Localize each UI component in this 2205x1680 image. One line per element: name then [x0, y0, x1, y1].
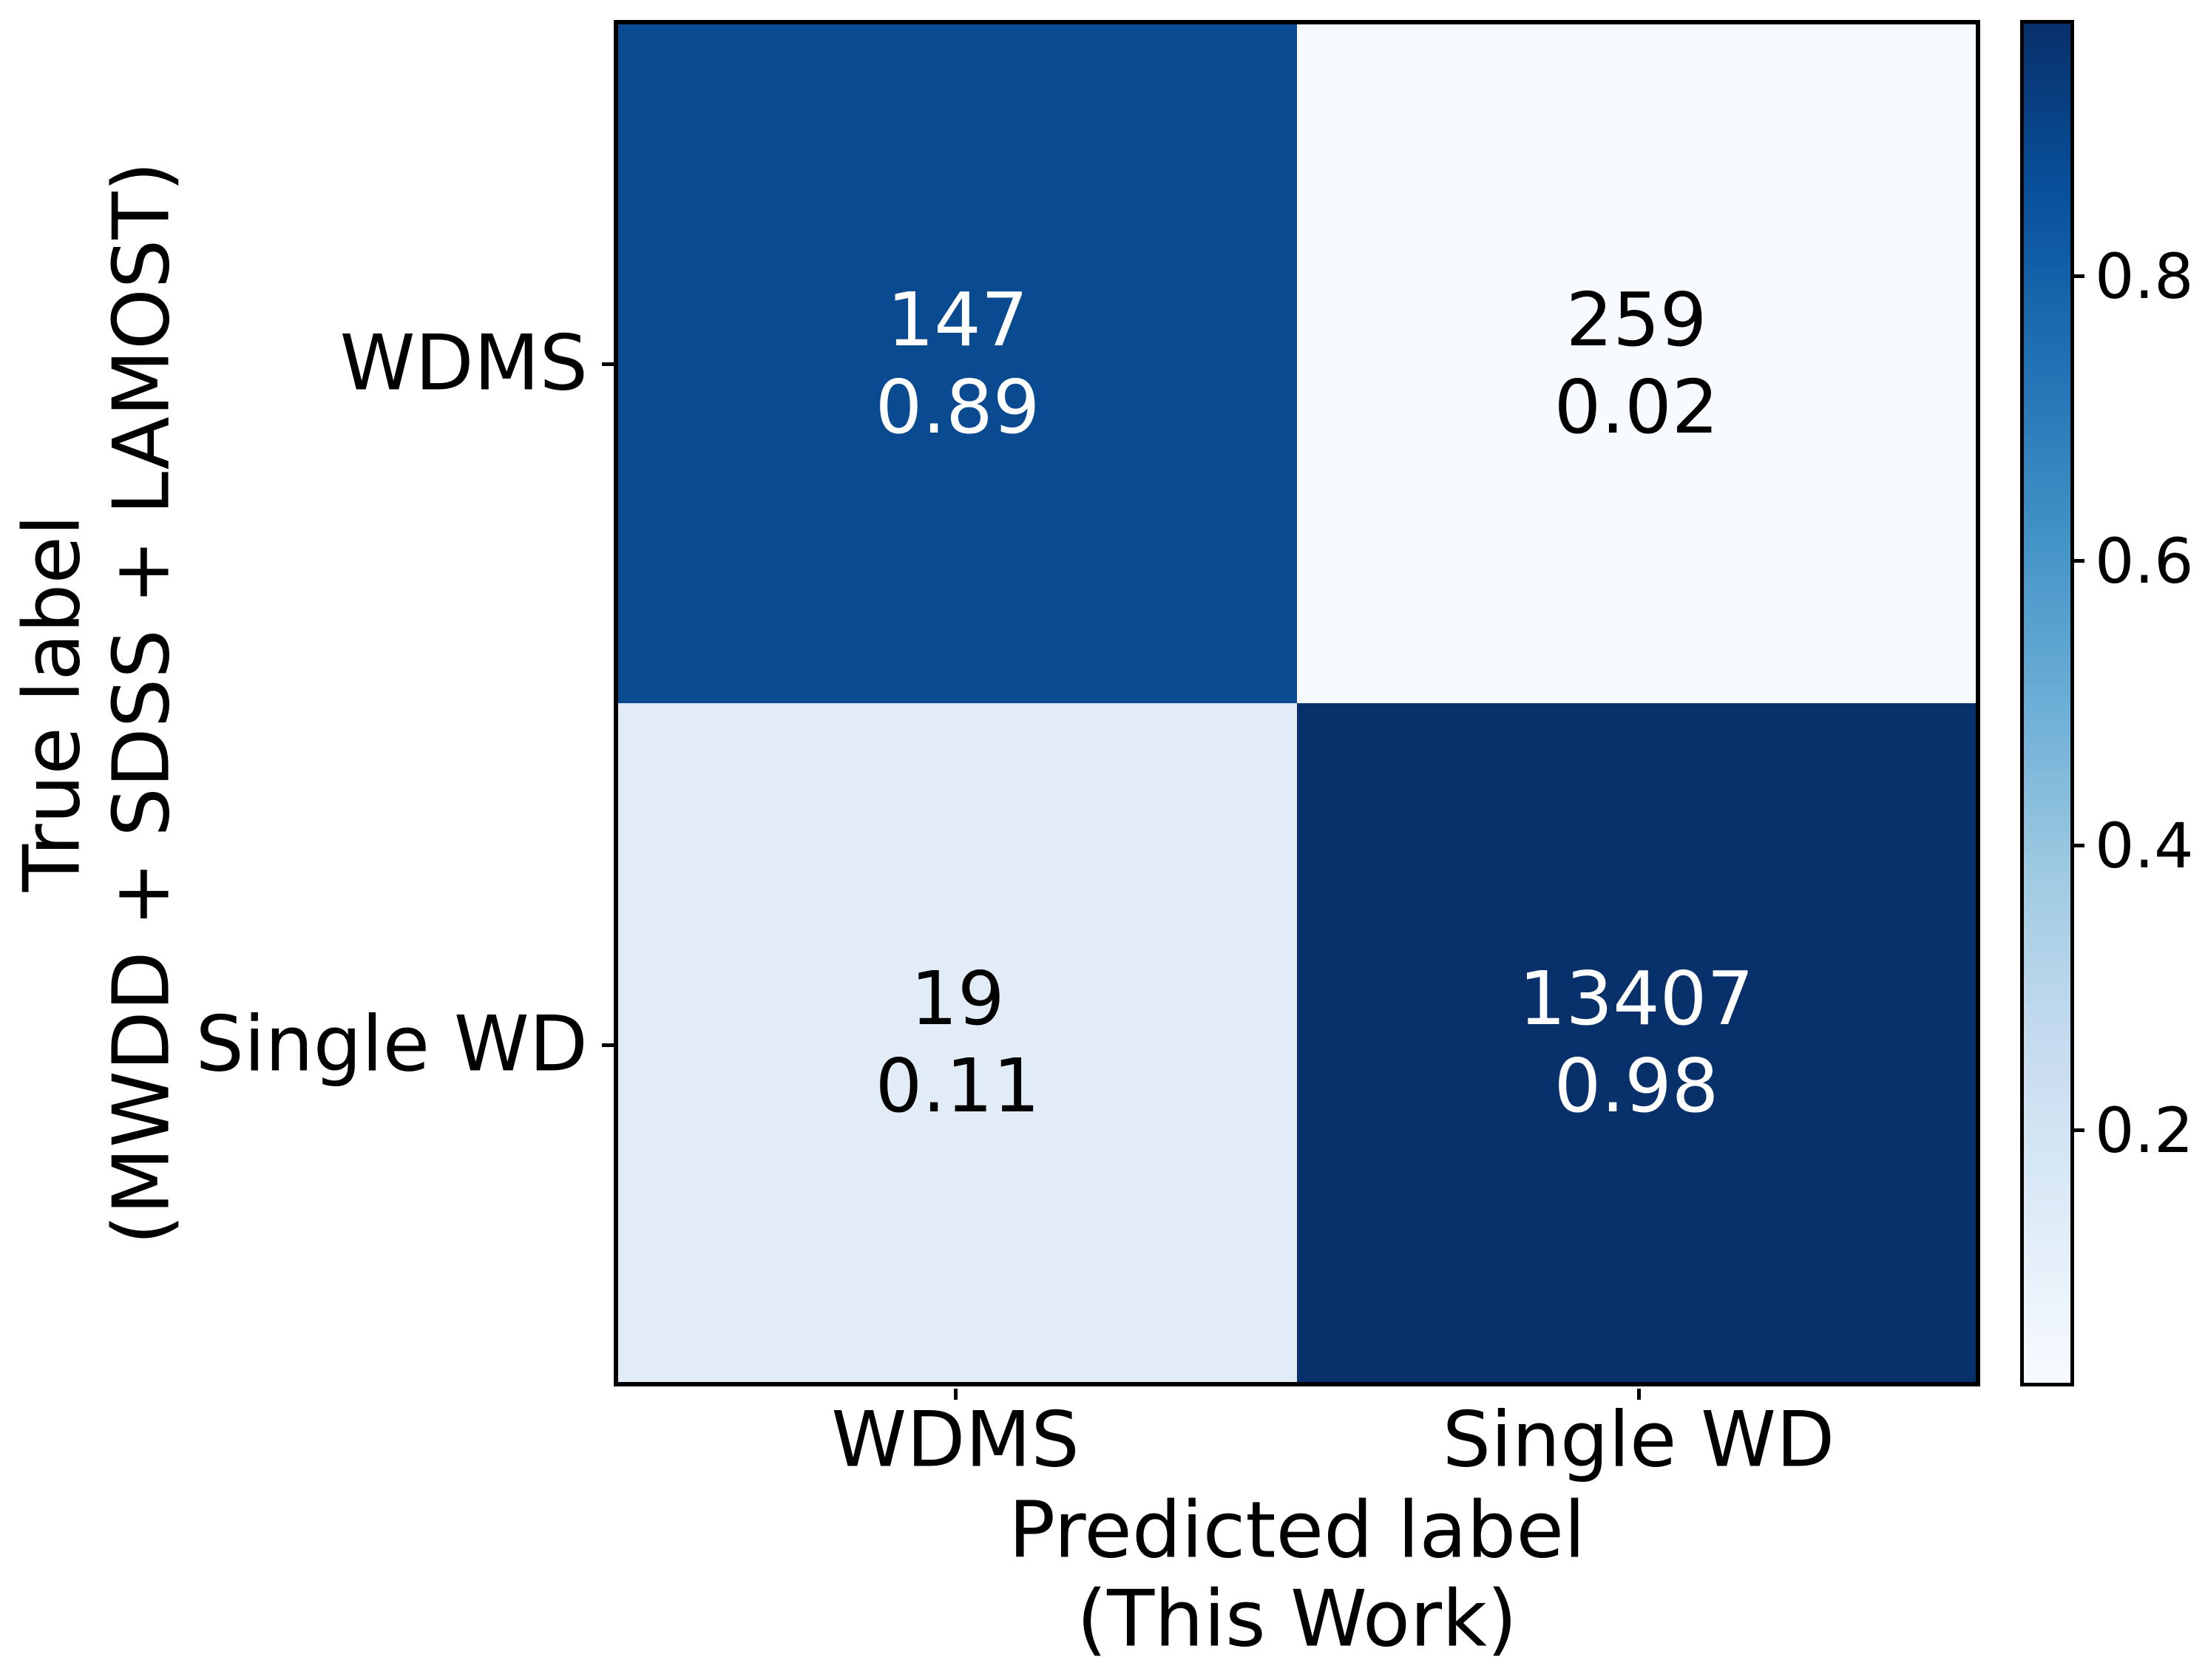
cell-true-wdms-pred-single-wd: 259 0.02 [1297, 24, 1976, 703]
x-tick-label-single-wd: Single WD [1442, 1395, 1835, 1485]
cell-true-single-wd-pred-wdms: 19 0.11 [618, 703, 1297, 1382]
colorbar-tick-mark-0.6 [2073, 559, 2084, 563]
cell-count: 147 [887, 277, 1029, 363]
cell-count: 19 [910, 955, 1005, 1042]
cell-fraction: 0.89 [875, 364, 1040, 450]
y-tick-label-wdms: WDMS [339, 319, 588, 408]
cell-fraction: 0.98 [1554, 1043, 1719, 1129]
x-tick-mark-wdms [954, 1389, 958, 1400]
y-axis-label-line2: (MWDD + SDSS + LAMOST) [96, 161, 187, 1245]
heatmap-grid: 147 0.89 259 0.02 19 0.11 13407 0.98 [614, 20, 1980, 1386]
cell-count: 13407 [1518, 955, 1755, 1042]
colorbar-tick-label-0.4: 0.4 [2095, 810, 2194, 882]
colorbar-tick-label-0.2: 0.2 [2095, 1094, 2194, 1167]
colorbar-tick-mark-0.8 [2073, 274, 2084, 278]
cell-fraction: 0.02 [1554, 364, 1719, 450]
x-axis-label-line1: Predicted label [1008, 1485, 1586, 1576]
colorbar-tick-mark-0.2 [2073, 1128, 2084, 1132]
x-tick-mark-single-wd [1637, 1389, 1641, 1400]
y-tick-mark-wdms [602, 362, 614, 366]
y-tick-mark-single-wd [602, 1043, 614, 1047]
cell-true-single-wd-pred-single-wd: 13407 0.98 [1297, 703, 1976, 1382]
cell-fraction: 0.11 [875, 1043, 1040, 1129]
y-axis-label-line1: True label [7, 514, 98, 892]
colorbar-tick-label-0.8: 0.8 [2095, 240, 2194, 313]
x-tick-label-wdms: WDMS [831, 1395, 1080, 1485]
colorbar-tick-label-0.6: 0.6 [2095, 525, 2194, 597]
cell-count: 259 [1565, 277, 1707, 363]
y-tick-label-single-wd: Single WD [195, 1000, 588, 1089]
colorbar-tick-mark-0.4 [2073, 844, 2084, 847]
x-axis-label-line2: (This Work) [1077, 1574, 1517, 1664]
cell-true-wdms-pred-wdms: 147 0.89 [618, 24, 1297, 703]
colorbar [2020, 20, 2074, 1386]
